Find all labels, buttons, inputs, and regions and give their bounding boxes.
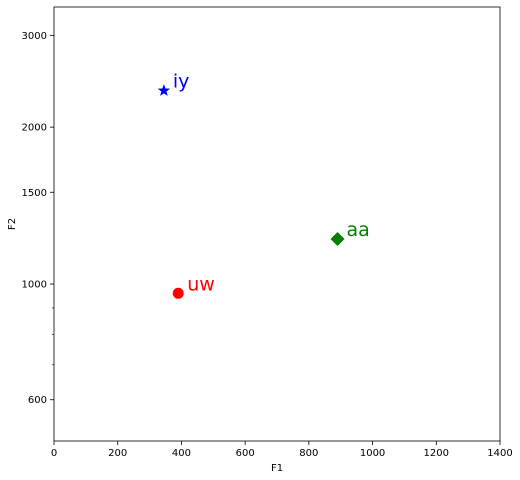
x-axis-ticks: 0 200 400 600 800 1000 1200 1400 [51, 441, 513, 459]
y-tick-label-0: 600 [28, 395, 47, 406]
point-marker-uw [172, 287, 184, 299]
x-tick-label-2: 400 [172, 448, 191, 459]
x-tick-label-0: 0 [51, 448, 57, 459]
x-tick-label-7: 1400 [487, 448, 512, 459]
point-marker-iy [157, 84, 171, 96]
plot-area [53, 6, 501, 442]
y-tick-label-3: 2000 [22, 123, 47, 134]
point-label-iy: iy [173, 71, 190, 93]
point-label-aa: aa [347, 219, 370, 241]
y-tick-label-1: 1000 [22, 280, 47, 291]
x-tick-label-4: 800 [299, 448, 318, 459]
x-tick-label-6: 1200 [424, 448, 449, 459]
y-axis-label: F2 [7, 218, 18, 230]
data-points: iy uw aa [157, 71, 370, 299]
y-axis-ticks: 600 1000 1500 2000 3000 [22, 31, 54, 406]
x-tick-label-5: 1000 [360, 448, 385, 459]
x-axis-label: F1 [271, 463, 283, 474]
y-tick-label-4: 3000 [22, 31, 47, 42]
x-tick-label-1: 200 [108, 448, 127, 459]
x-tick-label-3: 600 [236, 448, 255, 459]
point-marker-aa [330, 232, 345, 247]
point-label-uw: uw [187, 273, 215, 295]
y-tick-label-2: 1500 [22, 188, 47, 199]
